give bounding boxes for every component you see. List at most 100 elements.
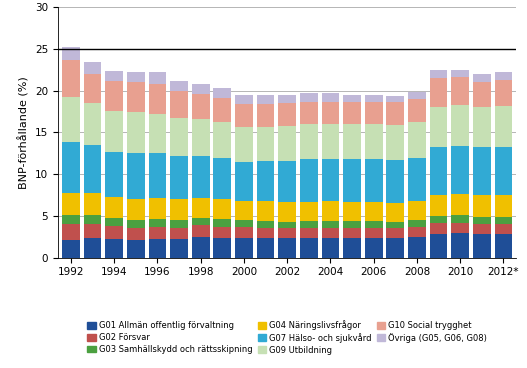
Bar (473, 234, 491, 258)
Bar (149, 227, 167, 239)
Bar (408, 201, 426, 220)
Bar (473, 148, 491, 195)
Bar (84, 215, 101, 224)
Bar (451, 194, 469, 215)
Bar (127, 227, 145, 240)
Bar (343, 202, 361, 221)
Bar (278, 95, 296, 103)
Bar (321, 159, 339, 201)
Bar (192, 156, 210, 198)
Bar (430, 78, 447, 107)
Bar (343, 102, 361, 124)
Bar (257, 104, 275, 127)
Bar (321, 93, 339, 102)
Bar (473, 195, 491, 217)
Bar (321, 201, 339, 221)
Bar (235, 220, 253, 227)
Bar (192, 84, 210, 94)
Bar (235, 104, 253, 127)
Bar (257, 127, 275, 161)
Bar (257, 227, 275, 238)
Bar (149, 239, 167, 258)
Bar (149, 219, 167, 227)
Bar (213, 98, 231, 123)
Bar (62, 47, 80, 60)
Bar (473, 217, 491, 224)
Bar (170, 91, 188, 118)
Bar (300, 202, 318, 221)
Bar (235, 95, 253, 104)
Bar (257, 95, 275, 104)
Bar (473, 74, 491, 82)
Y-axis label: BNP-förhållande (%): BNP-förhållande (%) (18, 76, 30, 189)
Bar (430, 223, 447, 234)
Bar (451, 233, 469, 258)
Bar (300, 124, 318, 159)
Bar (343, 238, 361, 258)
Bar (278, 229, 296, 238)
Bar (365, 202, 383, 221)
Bar (343, 124, 361, 159)
Bar (127, 220, 145, 227)
Bar (170, 199, 188, 220)
Bar (343, 95, 361, 102)
Bar (105, 226, 123, 239)
Bar (365, 102, 383, 124)
Bar (300, 227, 318, 238)
Bar (170, 227, 188, 239)
Bar (408, 158, 426, 201)
Bar (84, 192, 101, 215)
Bar (192, 237, 210, 258)
Bar (235, 201, 253, 220)
Bar (62, 215, 80, 224)
Bar (495, 195, 512, 217)
Bar (430, 107, 447, 148)
Bar (495, 147, 512, 195)
Bar (84, 224, 101, 238)
Bar (300, 102, 318, 124)
Bar (62, 224, 80, 240)
Bar (235, 127, 253, 162)
Bar (495, 106, 512, 147)
Bar (127, 240, 145, 258)
Bar (105, 217, 123, 226)
Bar (495, 224, 512, 234)
Bar (149, 198, 167, 219)
Bar (365, 95, 383, 102)
Bar (430, 70, 447, 78)
Legend: G01 Allmän offentlig förvaltning, G02 Försvar, G03 Samhällskydd och rättsskipnin: G01 Allmän offentlig förvaltning, G02 Fö… (84, 317, 491, 358)
Bar (430, 148, 447, 195)
Bar (321, 221, 339, 227)
Bar (386, 102, 404, 125)
Bar (84, 145, 101, 192)
Bar (408, 220, 426, 227)
Bar (127, 113, 145, 153)
Bar (235, 227, 253, 238)
Bar (235, 162, 253, 201)
Bar (300, 159, 318, 202)
Bar (408, 237, 426, 258)
Bar (257, 201, 275, 221)
Bar (300, 238, 318, 258)
Bar (300, 93, 318, 102)
Bar (278, 222, 296, 229)
Bar (127, 82, 145, 113)
Bar (386, 125, 404, 160)
Bar (386, 238, 404, 258)
Bar (105, 81, 123, 111)
Bar (365, 238, 383, 258)
Bar (213, 158, 231, 199)
Bar (213, 199, 231, 219)
Bar (170, 118, 188, 156)
Bar (278, 161, 296, 202)
Bar (300, 221, 318, 227)
Bar (105, 71, 123, 81)
Bar (127, 153, 145, 199)
Bar (451, 70, 469, 77)
Bar (170, 156, 188, 199)
Bar (495, 217, 512, 224)
Bar (278, 103, 296, 126)
Bar (105, 111, 123, 152)
Bar (278, 202, 296, 222)
Bar (451, 105, 469, 146)
